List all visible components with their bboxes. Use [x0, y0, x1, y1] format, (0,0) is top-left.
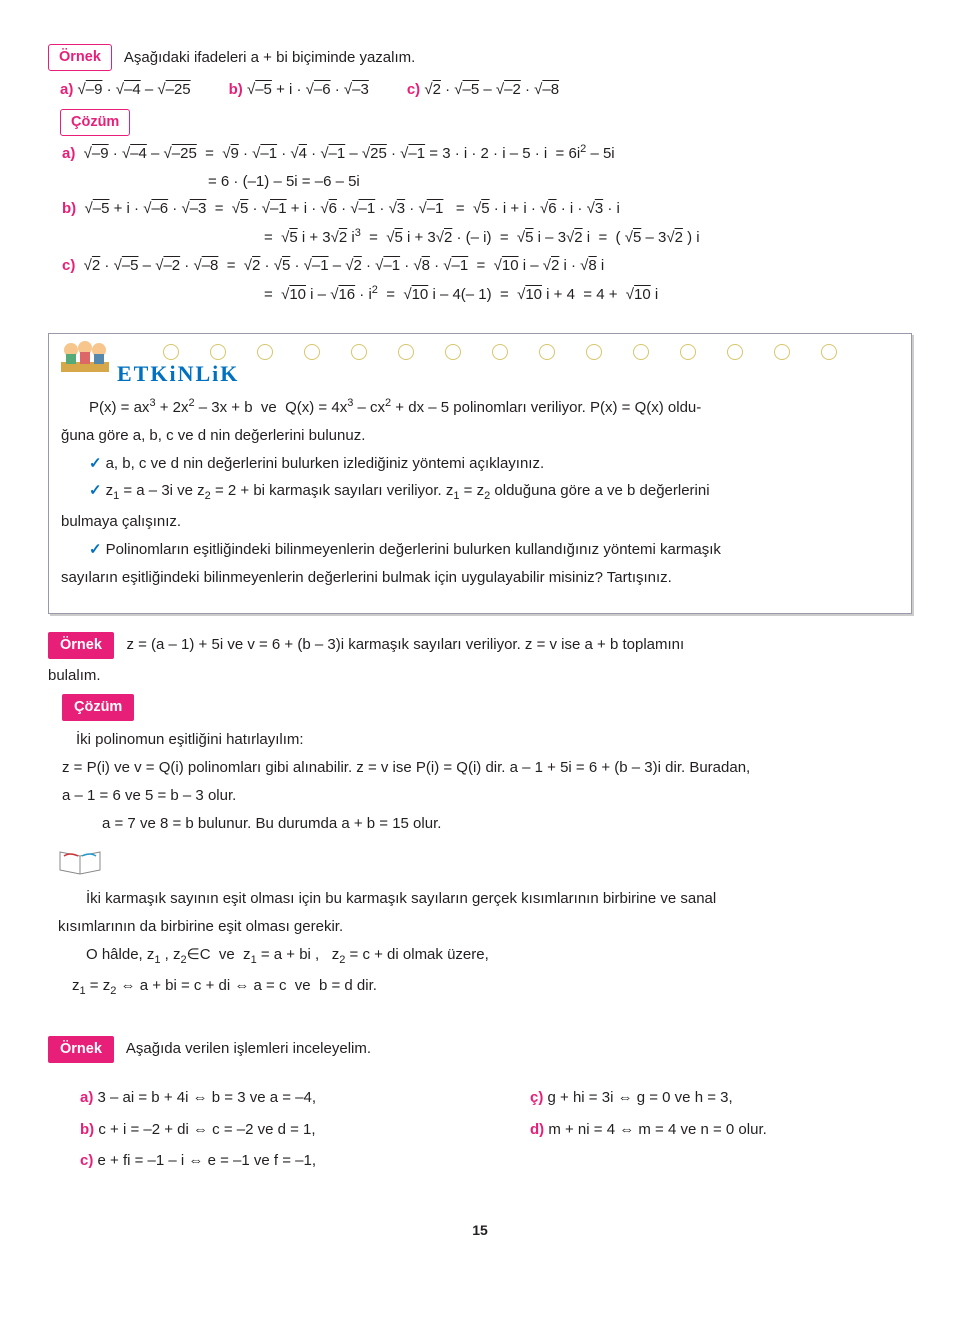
- ex3-a: a) 3 – ai = b + 4i ⇔ b = 3 ve a = –4,: [80, 1087, 462, 1109]
- problem-a: a) √–9 · √–4 – √–25: [60, 79, 191, 101]
- decorative-circles: [139, 344, 901, 372]
- sol-b2: = √5 i + 3√2 i3 = √5 i + 3√2 · (– i) = √…: [264, 226, 912, 249]
- etk-p2: ✓a, b, c ve d nin değerlerini bulurken i…: [61, 453, 899, 475]
- ex3-cc: ç) g + hi = 3i ⇔ g = 0 ve h = 3,: [530, 1087, 912, 1109]
- ornek-label-3: Örnek: [48, 1036, 114, 1063]
- book-icon: [58, 844, 102, 878]
- students-icon: [55, 332, 115, 378]
- etk-p3b: bulmaya çalışınız.: [61, 511, 899, 533]
- ornek-label: Örnek: [48, 44, 112, 71]
- ex2-q2: bulalım.: [48, 665, 912, 687]
- example-3: Örnek Aşağıda verilen işlemleri inceleye…: [48, 1036, 912, 1063]
- sol-b1: b) √–5 + i · √–6 · √–3 = √5 · √–1 + i · …: [62, 198, 912, 220]
- page-number: 15: [48, 1220, 912, 1240]
- cozum-label-1: Çözüm: [60, 109, 912, 136]
- sol-a1: a) √–9 · √–4 – √–25 = √9 · √–1 · √4 · √–…: [62, 142, 912, 165]
- intro-text: Aşağıdaki ifadeleri a + bi biçiminde yaz…: [124, 47, 415, 69]
- example-header-1: Örnek Aşağıdaki ifadeleri a + bi biçimin…: [48, 44, 912, 71]
- ex3-d: d) m + ni = 4 ⇔ m = 4 ve n = 0 olur.: [530, 1119, 912, 1141]
- etk-p1a: P(x) = ax3 + 2x2 – 3x + b ve Q(x) = 4x3 …: [61, 396, 899, 419]
- sol-c2: = √10 i – √16 · i2 = √10 i – 4(– 1) = √1…: [264, 283, 912, 306]
- ex3-b: b) c + i = –2 + di ⇔ c = –2 ve d = 1,: [80, 1119, 462, 1141]
- ex2-s2: z = P(i) ve v = Q(i) polinomları gibi al…: [48, 757, 912, 779]
- ornek-label-2: Örnek: [48, 632, 114, 659]
- ex2-q1: z = (a – 1) + 5i ve v = 6 + (b – 3)i kar…: [126, 636, 684, 653]
- etk-p1b: ğuna göre a, b, c ve d nin değerlerini b…: [61, 425, 899, 447]
- rule-r1: İki karmaşık sayının eşit olması için bu…: [58, 888, 902, 910]
- sol-c1: c) √2 · √–5 – √–2 · √–8 = √2 · √5 · √–1 …: [62, 255, 912, 277]
- rule-box: İki karmaşık sayının eşit olması için bu…: [48, 856, 912, 1013]
- sol-a2: = 6 · (–1) – 5i = –6 – 5i: [208, 171, 912, 193]
- example-2: Örnek z = (a – 1) + 5i ve v = 6 + (b – 3…: [48, 632, 912, 835]
- problem-b: b) √–5 + i · √–6 · √–3: [229, 79, 369, 101]
- etk-p4b: sayıların eşitliğindeki bilinmeyenlerin …: [61, 567, 899, 589]
- etk-p3a: ✓z1 = a – 3i ve z2 = 2 + bi karmaşık say…: [61, 480, 899, 505]
- problem-c: c) √2 · √–5 – √–2 · √–8: [407, 79, 559, 101]
- ex3-columns: a) 3 – ai = b + 4i ⇔ b = 3 ve a = –4, b)…: [64, 1077, 912, 1182]
- rule-r3: O hâlde, z1 , z2∈C ve z1 = a + bi , z2 =…: [58, 944, 902, 969]
- ex3-c: c) e + fi = –1 – i ⇔ e = –1 ve f = –1,: [80, 1150, 462, 1172]
- ex3-title: Aşağıda verilen işlemleri inceleyelim.: [126, 1038, 371, 1060]
- etk-p4a: ✓Polinomların eşitliğindeki bilinmeyenle…: [61, 539, 899, 561]
- problem-row: a) √–9 · √–4 – √–25 b) √–5 + i · √–6 · √…: [60, 79, 912, 101]
- cozum-label-2: Çözüm: [62, 694, 134, 721]
- etkinlik-box: ETKiNLiK P(x) = ax3 + 2x2 – 3x + b ve Q(…: [48, 333, 912, 613]
- rule-r2: kısımlarının da birbirine eşit olması ge…: [58, 916, 902, 938]
- ex2-s1: İki polinomun eşitliğini hatırlayılım:: [48, 729, 912, 751]
- ex2-s3: a – 1 = 6 ve 5 = b – 3 olur.: [48, 785, 912, 807]
- ex2-s4: a = 7 ve 8 = b bulunur. Bu durumda a + b…: [48, 813, 912, 835]
- rule-r4: z1 = z2 ⇔ a + bi = c + di ⇔ a = c ve b =…: [58, 975, 902, 1000]
